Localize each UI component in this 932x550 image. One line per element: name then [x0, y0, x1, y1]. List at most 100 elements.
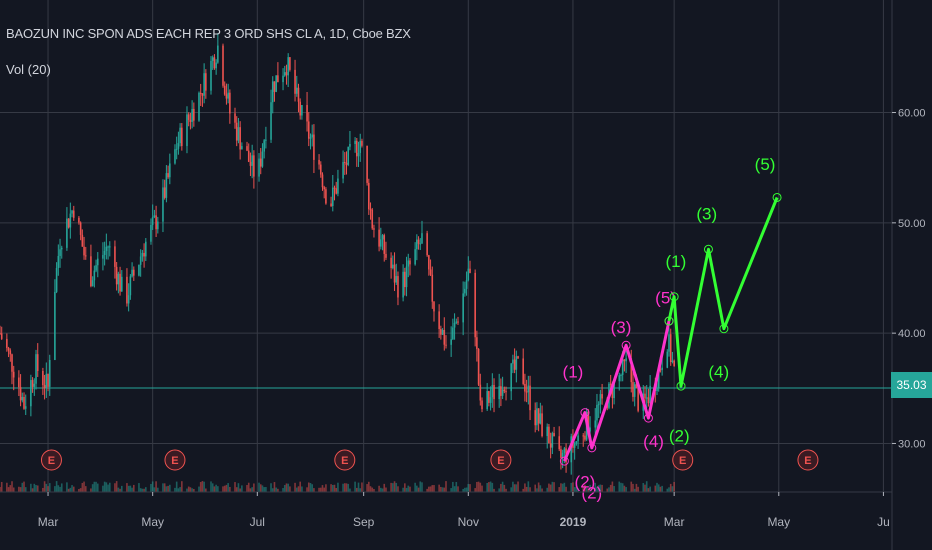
candle-body	[108, 246, 111, 248]
volume-bar	[561, 483, 564, 492]
candle-body	[311, 134, 313, 138]
volume-bar	[349, 488, 351, 492]
elliott-wave-drawings[interactable]: (2) (1) (2) (3) (4) (5) (1) (2) (3) (4) (5)	[559, 155, 782, 503]
candle-body	[402, 271, 404, 298]
volume-bar	[433, 485, 435, 492]
candle-body	[299, 101, 301, 116]
candle-body	[234, 113, 236, 123]
volume-bar	[347, 483, 350, 492]
candle-body	[222, 45, 224, 86]
volume-bar	[9, 485, 12, 492]
candle-body	[223, 85, 226, 95]
volume-bar	[654, 485, 657, 492]
volume-bar	[383, 483, 386, 492]
volume-bar	[249, 488, 252, 492]
candle-body	[145, 241, 147, 257]
volume-bar	[210, 481, 212, 492]
volume-bar	[373, 488, 375, 492]
volume-bar	[479, 482, 482, 492]
volume-bar	[481, 485, 483, 492]
candle-body	[237, 127, 240, 141]
volume-indicator-label[interactable]: Vol (20)	[6, 62, 51, 77]
volume-bar	[419, 481, 422, 492]
volume-bar	[201, 481, 204, 492]
candle-body	[486, 391, 488, 410]
earnings-marker[interactable]	[672, 449, 694, 471]
candle-body	[141, 252, 144, 257]
volume-bar	[635, 483, 638, 492]
candle-body	[246, 146, 248, 151]
candle-body	[133, 269, 135, 276]
candle-body	[227, 92, 229, 99]
volume-bar	[299, 481, 301, 492]
volume-bar	[572, 482, 574, 492]
volume-bar	[33, 483, 36, 492]
candle-body	[60, 247, 63, 250]
volume-bar	[369, 486, 372, 492]
candle-body	[380, 239, 382, 247]
volume-bar	[354, 481, 356, 492]
candle-body	[594, 420, 597, 428]
earnings-marker[interactable]	[490, 449, 512, 471]
volume-bar	[115, 481, 118, 492]
candle-body	[271, 81, 274, 103]
volume-bar	[395, 482, 398, 492]
volume-bar	[187, 486, 190, 492]
volume-bar	[138, 483, 140, 492]
candle-body	[392, 264, 394, 269]
candle-body	[297, 87, 300, 102]
volume-bar	[217, 486, 219, 492]
candle-body	[9, 350, 12, 355]
volume-bar	[309, 482, 312, 492]
earnings-marker[interactable]	[334, 449, 356, 471]
candle-body	[548, 426, 550, 444]
minor-wave-label: (1)	[563, 362, 584, 381]
earnings-marker[interactable]	[40, 449, 62, 471]
candle-body	[416, 239, 418, 250]
volume-bar	[225, 484, 228, 492]
candle-body	[599, 394, 602, 405]
candle-body	[369, 209, 372, 211]
volume-bar	[539, 485, 542, 492]
candle-body	[186, 114, 188, 147]
price-tick-label: 40.00	[898, 328, 926, 340]
candle-body	[289, 57, 291, 70]
volume-bar	[95, 481, 97, 492]
candle-body	[78, 217, 80, 223]
candle-body	[467, 268, 470, 281]
candle-body	[645, 397, 648, 399]
candle-body	[36, 354, 39, 372]
candle-body	[378, 229, 380, 247]
candle-body	[381, 235, 384, 240]
volume-bar	[273, 482, 276, 492]
earnings-marker[interactable]	[797, 449, 819, 471]
candle-body	[31, 380, 34, 387]
volume-bar	[301, 486, 303, 492]
candle-body	[553, 433, 555, 437]
volume-bar	[645, 481, 648, 492]
volume-bar	[47, 486, 49, 492]
candle-body	[623, 359, 626, 362]
minor-wave-pivot	[559, 456, 569, 466]
candle-body	[441, 329, 444, 335]
candle-body	[563, 448, 566, 453]
candle-body	[536, 408, 538, 426]
volume-bar	[477, 481, 480, 492]
candle-body	[105, 246, 108, 251]
candle-body	[666, 351, 669, 368]
candle-body	[189, 119, 192, 122]
candle-body	[647, 397, 650, 404]
candle-body	[342, 162, 344, 179]
volume-bar	[175, 481, 178, 492]
candle-body	[155, 215, 157, 230]
volume-bar	[371, 487, 374, 492]
candle-body	[429, 269, 432, 275]
price-tick-label: 30.00	[898, 438, 926, 450]
intermediate-wave-label: (3)	[696, 205, 717, 224]
candle-body	[481, 400, 483, 410]
candle-body	[659, 369, 662, 371]
earnings-marker[interactable]	[164, 449, 186, 471]
minor-wave-label: (3)	[611, 318, 632, 337]
